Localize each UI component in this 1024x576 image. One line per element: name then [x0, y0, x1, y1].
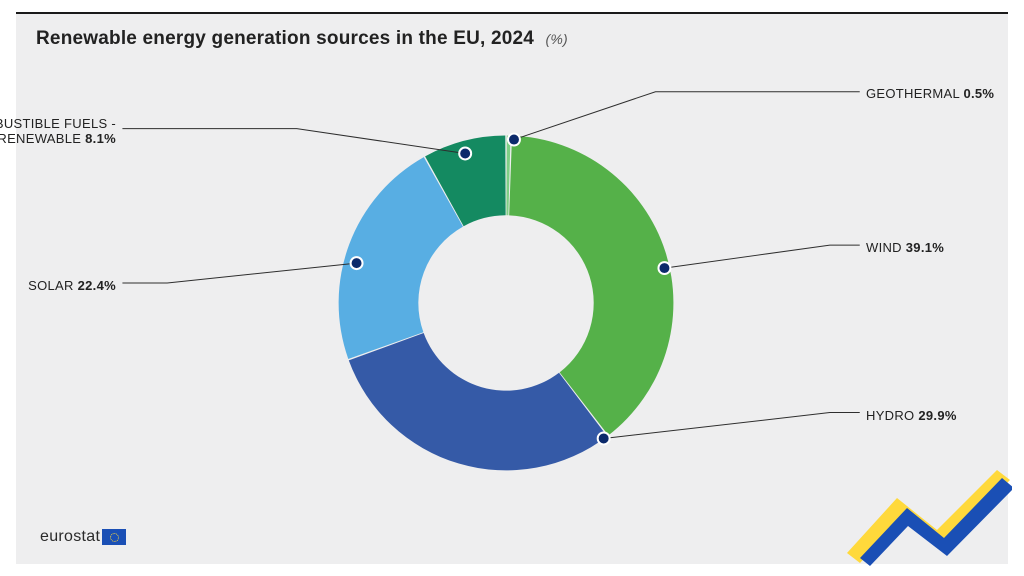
leader-wind — [664, 245, 859, 268]
leader-comb — [122, 129, 465, 154]
label-comb: COMBUSTIBLE FUELS - RENEWABLE 8.1% — [0, 116, 116, 146]
label-name: HYDRO — [866, 408, 918, 423]
label-wind: WIND 39.1% — [866, 240, 944, 255]
marker-hydro — [598, 432, 610, 444]
marker-comb — [459, 148, 471, 160]
label-hydro: HYDRO 29.9% — [866, 408, 957, 423]
marker-solar — [351, 257, 363, 269]
eurostat-logo: eurostat — [40, 528, 126, 546]
chart-card: Renewable energy generation sources in t… — [16, 12, 1008, 564]
label-value: 29.9% — [918, 408, 956, 423]
label-name: SOLAR — [28, 278, 77, 293]
marker-geothermal — [508, 134, 520, 146]
slice-hydro — [349, 333, 607, 470]
label-solar: SOLAR 22.4% — [28, 278, 116, 293]
label-value: 0.5% — [963, 86, 994, 101]
eu-flag-icon — [102, 529, 126, 545]
leader-solar — [122, 263, 356, 283]
leader-geothermal — [514, 92, 860, 140]
label-value: 22.4% — [78, 278, 116, 293]
leader-hydro — [604, 413, 860, 439]
marker-wind — [658, 262, 670, 274]
label-geothermal: GEOTHERMAL 0.5% — [866, 86, 994, 101]
label-value: 39.1% — [906, 240, 944, 255]
label-value: 8.1% — [85, 131, 116, 146]
logo-text: eurostat — [40, 528, 100, 546]
label-name: WIND — [866, 240, 906, 255]
label-name: GEOTHERMAL — [866, 86, 963, 101]
logo-swoosh-icon — [842, 458, 1012, 568]
